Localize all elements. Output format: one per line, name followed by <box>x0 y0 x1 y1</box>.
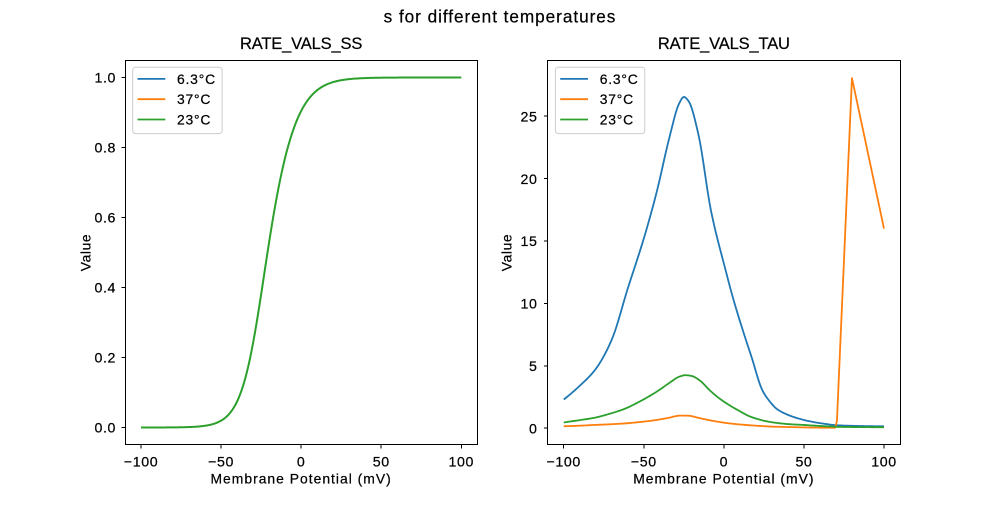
svg-text:50: 50 <box>795 455 812 471</box>
svg-text:s for different temperatures: s for different temperatures <box>384 7 617 27</box>
svg-text:Membrane Potential (mV): Membrane Potential (mV) <box>210 470 391 486</box>
svg-text:0.2: 0.2 <box>94 351 116 367</box>
svg-text:1.0: 1.0 <box>94 71 116 87</box>
svg-text:25: 25 <box>521 109 538 125</box>
svg-text:0: 0 <box>529 421 538 437</box>
svg-text:0: 0 <box>720 455 729 471</box>
svg-text:23°C: 23°C <box>177 112 211 128</box>
svg-text:20: 20 <box>521 172 538 188</box>
svg-text:5: 5 <box>529 359 538 375</box>
svg-text:Value: Value <box>498 234 514 272</box>
svg-text:0: 0 <box>297 455 306 471</box>
svg-text:−100: −100 <box>124 455 158 471</box>
svg-text:23°C: 23°C <box>600 112 634 128</box>
svg-text:0.8: 0.8 <box>94 141 116 157</box>
svg-text:100: 100 <box>871 455 896 471</box>
svg-text:0.4: 0.4 <box>94 281 116 297</box>
svg-text:−50: −50 <box>208 455 234 471</box>
svg-text:15: 15 <box>521 234 538 250</box>
svg-text:Membrane Potential (mV): Membrane Potential (mV) <box>633 470 814 486</box>
svg-text:0.0: 0.0 <box>94 421 116 437</box>
svg-text:37°C: 37°C <box>177 91 211 107</box>
svg-text:RATE_VALS_TAU: RATE_VALS_TAU <box>658 35 790 53</box>
svg-text:37°C: 37°C <box>600 91 634 107</box>
svg-text:6.3°C: 6.3°C <box>600 71 639 87</box>
svg-text:10: 10 <box>521 297 538 313</box>
svg-text:−50: −50 <box>631 455 657 471</box>
svg-text:6.3°C: 6.3°C <box>177 71 216 87</box>
svg-text:50: 50 <box>373 455 390 471</box>
svg-text:RATE_VALS_SS: RATE_VALS_SS <box>240 35 362 53</box>
svg-text:0.6: 0.6 <box>94 211 116 227</box>
svg-text:Value: Value <box>78 234 94 272</box>
svg-text:−100: −100 <box>547 455 581 471</box>
svg-text:100: 100 <box>449 455 474 471</box>
